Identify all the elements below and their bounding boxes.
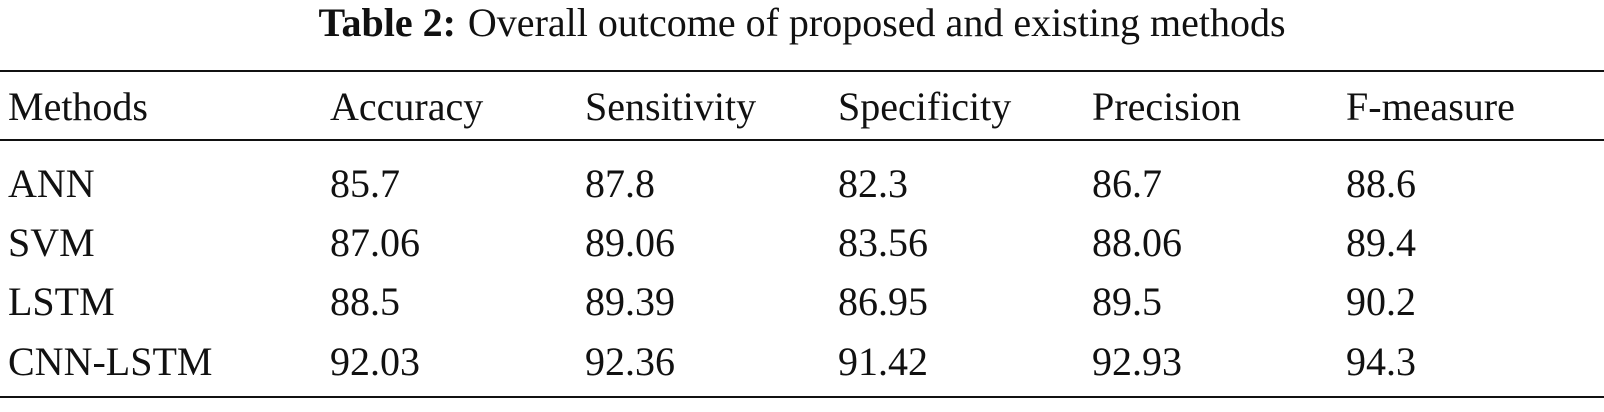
value-cell: 89.39 [585, 279, 675, 324]
header-cell: Precision [1092, 84, 1241, 129]
header-cell: F-measure [1346, 84, 1515, 129]
header-rule [0, 139, 1604, 141]
table-caption: Table 2: Overall outcome of proposed and … [0, 0, 1604, 46]
header-cell: Specificity [838, 84, 1012, 129]
value-cell: 82.3 [838, 161, 908, 206]
value-cell: 86.7 [1092, 161, 1162, 206]
value-cell: 88.06 [1092, 220, 1182, 265]
value-cell: 83.56 [838, 220, 928, 265]
value-cell: 85.7 [330, 161, 400, 206]
value-cell: 89.06 [585, 220, 675, 265]
header-cell: Accuracy [330, 84, 484, 129]
value-cell: 87.06 [330, 220, 420, 265]
method-cell: SVM [8, 220, 95, 265]
caption-text: Overall outcome of proposed and existing… [467, 0, 1286, 45]
value-cell: 92.03 [330, 339, 420, 384]
value-cell: 92.36 [585, 339, 675, 384]
header-cell: Sensitivity [585, 84, 757, 129]
value-cell: 87.8 [585, 161, 655, 206]
value-cell: 89.4 [1346, 220, 1416, 265]
method-cell: LSTM [8, 279, 115, 324]
caption-label: Table 2: [318, 0, 456, 45]
value-cell: 92.93 [1092, 339, 1182, 384]
value-cell: 89.5 [1092, 279, 1162, 324]
value-cell: 86.95 [838, 279, 928, 324]
method-cell: CNN-LSTM [8, 339, 213, 384]
value-cell: 88.5 [330, 279, 400, 324]
header-cell: Methods [8, 84, 148, 129]
method-cell: ANN [8, 161, 95, 206]
value-cell: 90.2 [1346, 279, 1416, 324]
top-rule [0, 70, 1604, 72]
bottom-rule [0, 396, 1604, 398]
value-cell: 94.3 [1346, 339, 1416, 384]
value-cell: 91.42 [838, 339, 928, 384]
value-cell: 88.6 [1346, 161, 1416, 206]
